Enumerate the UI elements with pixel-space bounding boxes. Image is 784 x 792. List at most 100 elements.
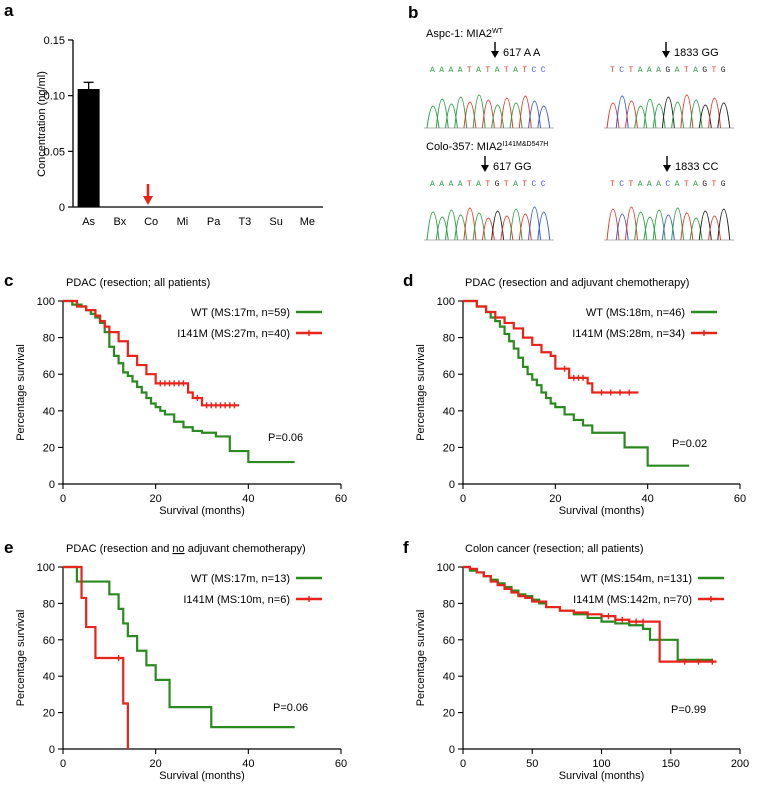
legend-label: I141M (MS:142m, n=70) [573, 594, 692, 606]
x-tick-label: 0 [460, 758, 466, 770]
y-tick-label: 0 [449, 479, 455, 491]
y-tick-label: 20 [443, 708, 455, 720]
y-tick-label: 20 [43, 708, 55, 720]
y-tick-label: 20 [43, 442, 55, 454]
arrow-head-icon [662, 51, 670, 58]
y-tick-label: 60 [43, 635, 55, 647]
x-tick-label: Me [300, 216, 315, 228]
mutant-survival-curve [63, 565, 129, 749]
mutant-survival-curve [63, 299, 240, 407]
y-tick-label: 80 [43, 333, 55, 345]
bar-chart-axes: 0 0.05 0.10 0.15 As Bx Co Mi Pa T3 Su Me [44, 35, 323, 228]
trace-peak [444, 103, 458, 129]
bar [77, 88, 100, 207]
panel-title-e: PDAC (resection and no adjuvant chemothe… [66, 543, 306, 555]
trace-peak [689, 217, 703, 241]
trace-peak [652, 103, 666, 129]
y-axis-label: Percentage survival [415, 344, 427, 441]
y-tick-label: 0.05 [44, 146, 65, 158]
legend-label: I141M (MS:27m, n=40) [177, 328, 290, 340]
y-tick-label: 40 [443, 406, 455, 418]
panel-letter-b: b [408, 3, 418, 22]
y-tick-label: 80 [443, 598, 455, 610]
y-tick-label: 40 [43, 406, 55, 418]
x-tick-label: 60 [734, 493, 746, 505]
panel-f: f Colon cancer (resection; all patients)… [403, 538, 749, 782]
trace-peak [518, 213, 532, 241]
trace-peak [717, 102, 731, 129]
variant-marker-label: 617 GG [493, 161, 532, 173]
y-tick-label: 40 [443, 671, 455, 683]
x-tick-label: 100 [592, 758, 610, 770]
trace-peak [537, 105, 551, 129]
panel-c: c PDAC (resection; all patients) 0 20 40 60… [4, 271, 347, 517]
x-tick-label: 0 [60, 493, 66, 505]
p-value: P=0.06 [268, 432, 303, 444]
wt-cell-label: Aspc-1: MIA2WT [426, 28, 504, 40]
trace-peak [717, 208, 731, 241]
panel-letter-c: c [4, 271, 13, 290]
y-tick-label: 100 [37, 562, 55, 574]
wt-survival-curve [63, 565, 295, 729]
x-tick-label: Mi [177, 216, 189, 228]
legend-label: WT (MS:17m, n=13) [191, 573, 290, 585]
trace-peak [708, 215, 722, 241]
x-tick-label: 150 [662, 758, 680, 770]
trace-peak [671, 101, 685, 129]
panel-title-c: PDAC (resection; all patients) [66, 277, 210, 289]
x-tick-label: 60 [335, 493, 347, 505]
x-tick-label: 60 [335, 758, 347, 770]
x-tick-label: Bx [113, 216, 126, 228]
x-tick-label: 20 [150, 758, 162, 770]
arrow-head-icon [663, 165, 671, 172]
y-axis-label: Percentage survival [15, 610, 27, 707]
p-value: P=0.02 [672, 438, 707, 450]
x-axis-label: Survival (months) [559, 505, 645, 517]
x-axis-label: Survival (months) [159, 505, 245, 517]
y-tick-label: 0.15 [44, 35, 65, 47]
y-tick-label: 0 [449, 744, 455, 756]
bar-chart-ylabel: Concentration (ng/ml) [36, 71, 48, 177]
trace-peak [491, 104, 505, 129]
legend-label: WT (MS:154m, n=131) [581, 573, 692, 585]
trace-peak [643, 216, 657, 241]
panel-b: b Aspc-1: MIA2WT Colo-357: MIA2I141M&D54… [408, 3, 734, 241]
red-arrow-icon [143, 184, 153, 205]
y-tick-label: 0 [49, 744, 55, 756]
trace-peak [454, 214, 468, 241]
trace-peak [500, 215, 514, 241]
y-tick-label: 0 [59, 202, 65, 214]
trace-peak [537, 211, 551, 241]
panel-e: e PDAC (resection and no adjuvant chemot… [4, 538, 347, 782]
y-tick-label: 40 [43, 671, 55, 683]
y-tick-label: 0.10 [44, 91, 65, 103]
y-tick-label: 100 [437, 562, 455, 574]
trace-peak [661, 214, 675, 241]
x-tick-label: 20 [549, 493, 561, 505]
p-value: P=0.06 [273, 702, 308, 714]
y-tick-label: 0 [49, 479, 55, 491]
arrow-head-icon [481, 165, 489, 172]
legend-label: WT (MS:18m, n=46) [586, 307, 685, 319]
x-tick-label: 20 [150, 493, 162, 505]
panel-d: d PDAC (resection and adjuvant chemother… [403, 271, 746, 517]
x-tick-label: 200 [731, 758, 749, 770]
y-tick-label: 20 [443, 442, 455, 454]
y-tick-label: 80 [43, 598, 55, 610]
trace-peak [435, 216, 449, 241]
trace-peak [698, 104, 712, 129]
x-tick-label: 0 [460, 493, 466, 505]
legend-label: I141M (MS:28m, n=34) [572, 328, 685, 340]
panel-letter-f: f [403, 538, 409, 557]
x-tick-label: 0 [60, 758, 66, 770]
y-tick-label: 60 [43, 369, 55, 381]
y-tick-label: 60 [443, 635, 455, 647]
panel-title-d: PDAC (resection and adjuvant chemotherap… [465, 277, 689, 289]
panel-a: a 0 0.05 0.10 0.15 As Bx Co Mi Pa T3 Su Me Concentr… [4, 1, 323, 228]
x-tick-label: Pa [207, 216, 221, 228]
trace-peak [426, 105, 440, 129]
